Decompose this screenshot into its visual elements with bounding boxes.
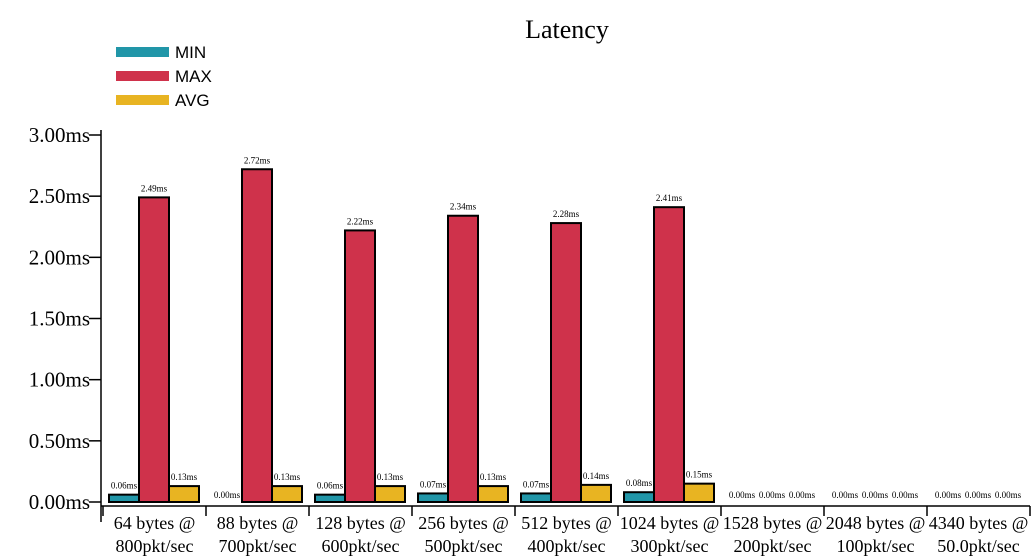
bar-avg — [683, 482, 715, 503]
x-tick-label: 64 bytes @800pkt/sec — [114, 513, 196, 556]
x-tick-label: 1528 bytes @200pkt/sec — [723, 513, 823, 556]
data-label-min: 0.06ms — [111, 481, 138, 491]
data-label-min: 0.07ms — [523, 479, 550, 489]
data-label-min: 0.00ms — [935, 490, 962, 500]
data-label-max: 2.72ms — [244, 155, 271, 165]
axes: 0.00ms 0.50ms 1.00ms 1.50ms 2.00ms 2.50ms 3.00… — [29, 123, 1031, 522]
bar-max — [344, 229, 376, 503]
data-label-min: 0.08ms — [626, 478, 653, 488]
x-tick-label: 128 bytes @600pkt/sec — [315, 513, 406, 556]
x-tick-labels: 64 bytes @800pkt/sec 88 bytes @700pkt/sec… — [114, 513, 1029, 556]
legend-swatch-min — [116, 47, 169, 57]
x-tick-label: 2048 bytes @100pkt/sec — [826, 513, 926, 556]
y-tick-label: 1.00ms — [29, 368, 90, 392]
bar-avg — [168, 485, 200, 504]
bar-min — [417, 492, 449, 504]
bar-max — [138, 196, 170, 503]
bar-avg — [477, 485, 509, 504]
data-label-min: 0.07ms — [420, 479, 447, 489]
data-label-avg: 0.13ms — [274, 472, 301, 482]
data-label-max: 2.22ms — [347, 216, 374, 226]
data-label-avg: 0.13ms — [171, 472, 198, 482]
data-label-min: 0.00ms — [832, 490, 859, 500]
legend-label-avg: AVG — [175, 91, 210, 110]
bar-max — [447, 214, 479, 504]
data-label-max: 2.41ms — [656, 193, 683, 203]
legend-swatch-max — [116, 71, 169, 81]
data-label-avg: 0.13ms — [480, 472, 507, 482]
y-tick-label: 1.50ms — [29, 307, 90, 331]
legend-label-min: MIN — [175, 43, 206, 62]
bar-min — [314, 493, 346, 504]
data-label-max: 0.00ms — [965, 490, 992, 500]
bar-min — [520, 492, 552, 504]
y-tick-label: 0.00ms — [29, 490, 90, 514]
chart-title: Latency — [525, 15, 609, 44]
bar-avg — [580, 483, 612, 503]
data-label-avg: 0.14ms — [583, 471, 610, 481]
bar-min — [623, 491, 655, 504]
data-label-min: 0.00ms — [729, 490, 756, 500]
data-label-avg: 0.00ms — [892, 490, 919, 500]
y-tick-label: 3.00ms — [29, 123, 90, 147]
y-tick-label: 2.00ms — [29, 245, 90, 269]
x-tick-label: 4340 bytes @50.0pkt/sec — [929, 513, 1029, 556]
data-label-min: 0.06ms — [317, 481, 344, 491]
data-label-max: 0.00ms — [862, 490, 889, 500]
x-tick-label: 512 bytes @400pkt/sec — [521, 513, 612, 556]
x-tick-label: 88 bytes @700pkt/sec — [217, 513, 299, 556]
data-label-avg: 0.15ms — [686, 470, 713, 480]
y-tick-label: 2.50ms — [29, 184, 90, 208]
data-label-avg: 0.00ms — [995, 490, 1022, 500]
data-label-max: 2.49ms — [141, 183, 168, 193]
data-label-min: 0.00ms — [214, 490, 241, 500]
data-labels: 0.06ms 2.49ms 0.13ms 0.00ms 2.72ms 0.13ms 0.06… — [111, 155, 1022, 500]
data-label-max: 2.28ms — [553, 209, 580, 219]
bar-avg — [374, 485, 406, 504]
bars — [108, 168, 715, 504]
legend: MIN MAX AVG — [116, 43, 212, 110]
data-label-avg: 0.13ms — [377, 472, 404, 482]
bar-avg — [271, 485, 303, 504]
bar-max — [550, 222, 582, 504]
bar-max — [653, 206, 685, 503]
bar-min — [108, 493, 140, 504]
legend-swatch-avg — [116, 95, 169, 105]
legend-label-max: MAX — [175, 67, 212, 86]
data-label-max: 2.34ms — [450, 202, 477, 212]
data-label-avg: 0.00ms — [789, 490, 816, 500]
bar-max — [241, 168, 273, 503]
x-tick-label: 256 bytes @500pkt/sec — [418, 513, 509, 556]
y-tick-label: 0.50ms — [29, 429, 90, 453]
x-tick-label: 1024 bytes @300pkt/sec — [620, 513, 720, 556]
data-label-max: 0.00ms — [759, 490, 786, 500]
